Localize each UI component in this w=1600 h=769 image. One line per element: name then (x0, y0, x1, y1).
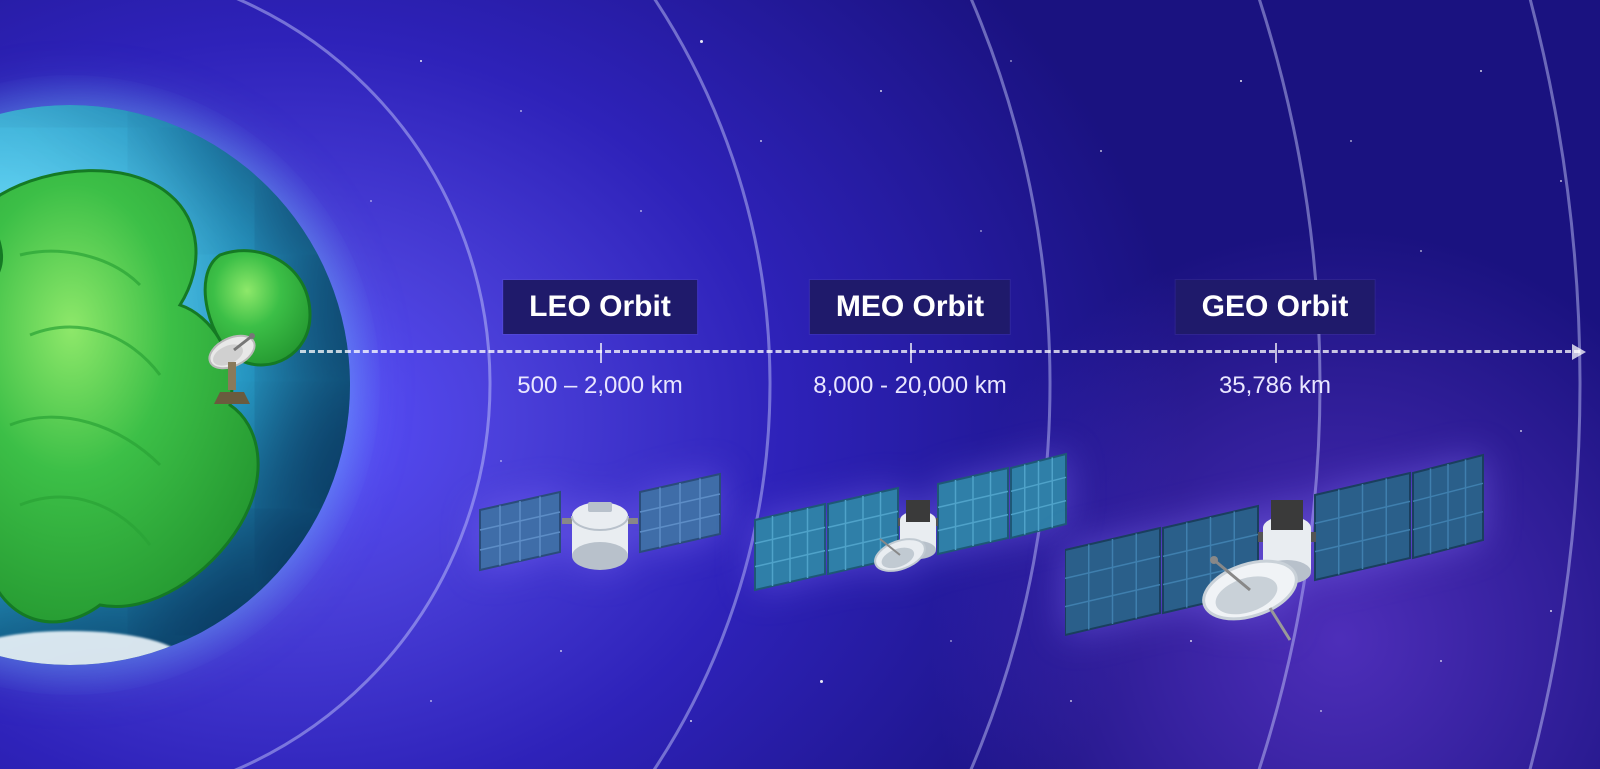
star (690, 720, 692, 722)
star (1320, 710, 1322, 712)
orbit-title-meo: MEO Orbit (810, 280, 1010, 334)
star (560, 650, 562, 652)
earth-landmasses (0, 105, 350, 665)
earth (0, 105, 350, 665)
star (1560, 180, 1562, 182)
star (370, 200, 372, 202)
orbit-diagram: LEO Orbit 500 – 2,000 km MEO Orbit 8,000 -… (0, 0, 1600, 769)
star (1240, 80, 1242, 82)
star (1100, 150, 1102, 152)
orbit-range-geo: 35,786 km (1219, 372, 1331, 400)
star (430, 700, 432, 702)
earth-globe (0, 105, 350, 665)
satellite-meo-icon (750, 440, 1070, 640)
star (420, 60, 422, 62)
star (980, 230, 982, 232)
satellite-leo-icon (470, 440, 730, 610)
star (640, 210, 642, 212)
star (520, 110, 522, 112)
star (1420, 250, 1422, 252)
orbit-range-leo: 500 – 2,000 km (517, 372, 682, 400)
star (1520, 430, 1522, 432)
orbit-title-leo: LEO Orbit (503, 280, 697, 334)
star (820, 680, 823, 683)
axis-tick-meo (910, 343, 912, 363)
star (1480, 70, 1482, 72)
ground-station-icon (200, 330, 270, 415)
star (1070, 700, 1072, 702)
orbit-title-geo: GEO Orbit (1176, 280, 1375, 334)
star (950, 640, 952, 642)
axis-tick-geo (1275, 343, 1277, 363)
star (700, 40, 703, 43)
axis-tick-leo (600, 343, 602, 363)
satellite-geo-icon (1065, 440, 1485, 680)
star (1010, 60, 1012, 62)
star (1350, 140, 1352, 142)
distance-axis (300, 350, 1580, 353)
star (760, 140, 762, 142)
star (880, 90, 882, 92)
star (1550, 610, 1552, 612)
orbit-range-meo: 8,000 - 20,000 km (813, 372, 1006, 400)
